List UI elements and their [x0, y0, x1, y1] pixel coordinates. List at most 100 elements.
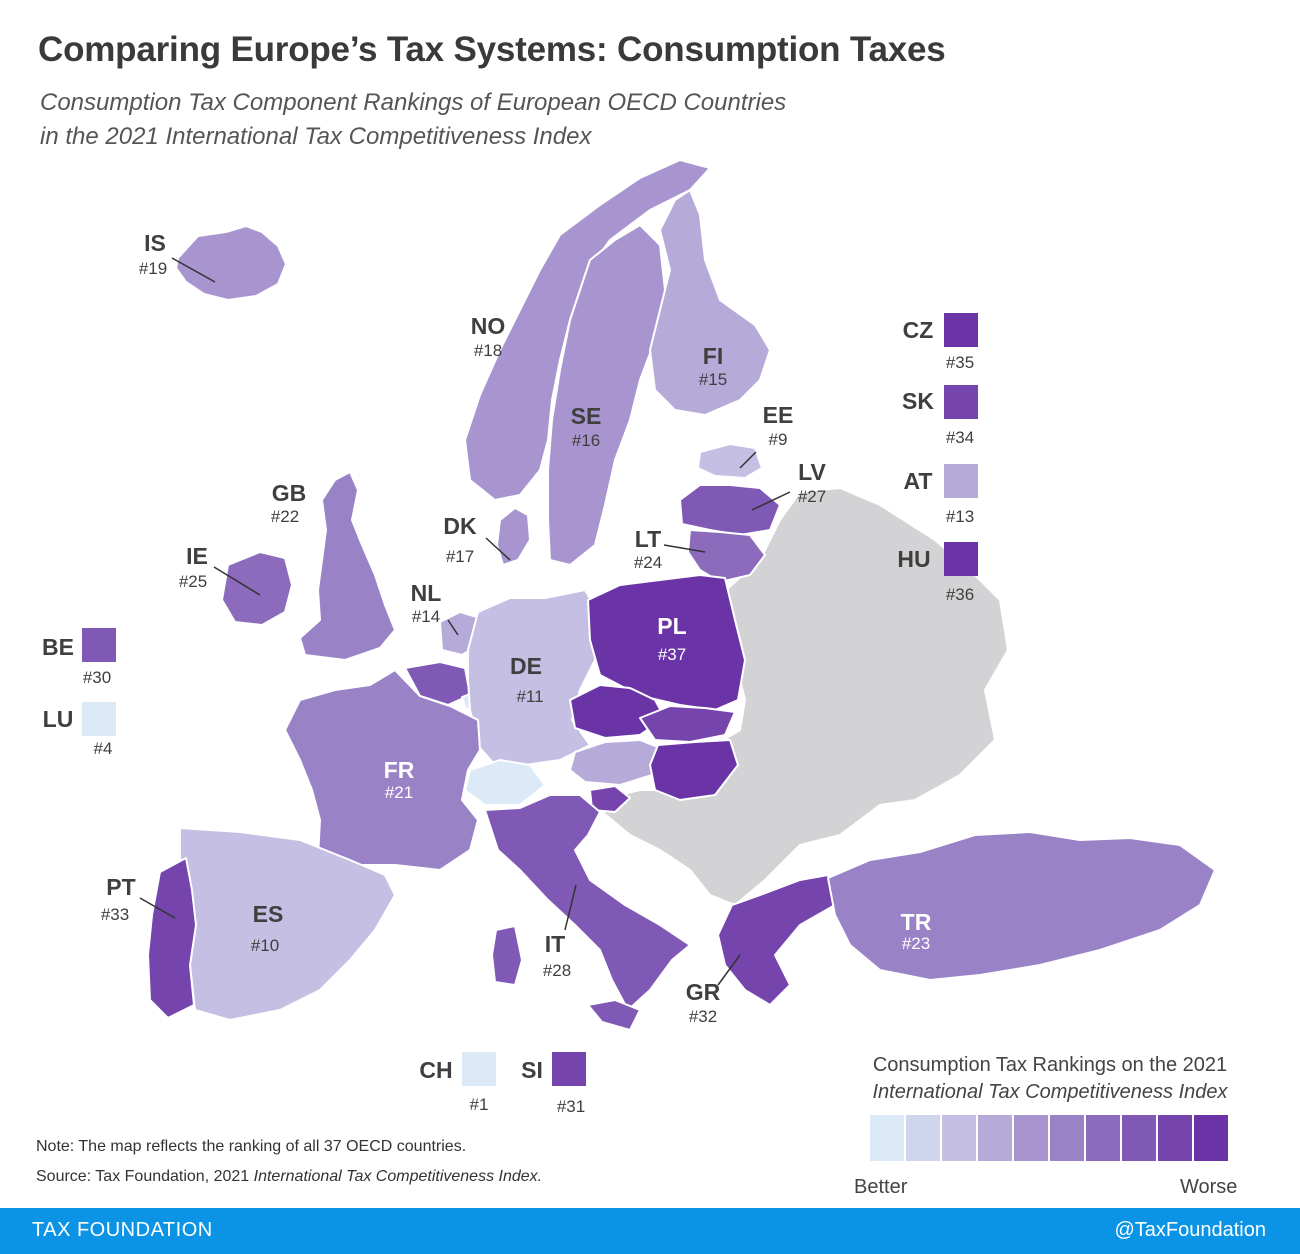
- callout-rank-at: #13: [946, 507, 974, 526]
- country-rank-ie: #25: [179, 572, 207, 591]
- callout-code-be: BE: [42, 634, 74, 660]
- callout-swatch-ch: [462, 1052, 496, 1086]
- country-sk: [639, 705, 736, 743]
- callout-rank-cz: #35: [946, 353, 974, 372]
- page-title: Comparing Europe’s Tax Systems: Consumpt…: [38, 30, 946, 69]
- country-code-pt: PT: [106, 874, 135, 900]
- country-it: [484, 794, 691, 1011]
- callout-swatch-hu: [944, 542, 978, 576]
- source-text: Source: Tax Foundation, 2021 Internation…: [36, 1168, 542, 1186]
- country-gr: [717, 874, 836, 1006]
- country-dk: [496, 507, 531, 566]
- callout-rank-sk: #34: [946, 428, 974, 447]
- country-rank-it: #28: [543, 961, 571, 980]
- leader-lt: [663, 544, 706, 553]
- subtitle-line-1: Consumption Tax Component Rankings of Eu…: [40, 89, 787, 116]
- legend-title-line-2: International Tax Competitiveness Index: [872, 1081, 1228, 1103]
- country-code-de: DE: [510, 653, 542, 679]
- country-rank-gr: #32: [689, 1007, 717, 1026]
- country-code-fr: FR: [384, 757, 415, 783]
- country-fi: [649, 189, 771, 416]
- country-rank-fr: #21: [385, 783, 413, 802]
- legend-swatch-6: [1050, 1115, 1084, 1161]
- callout-code-hu: HU: [897, 546, 930, 572]
- country-rank-is: #19: [139, 259, 167, 278]
- callout-rank-hu: #36: [946, 585, 974, 604]
- legend-worse-label: Worse: [1180, 1176, 1238, 1198]
- source-index-name: International Tax Competitiveness Index.: [253, 1168, 543, 1185]
- country-rank-dk: #17: [446, 547, 474, 566]
- country-rank-no: #18: [474, 341, 502, 360]
- country-rank-pt: #33: [101, 905, 129, 924]
- leader-it: [564, 884, 577, 931]
- leader-nl: [447, 619, 459, 636]
- callout-swatch-si: [552, 1052, 586, 1086]
- footer-bar: TAX FOUNDATION @TaxFoundation: [0, 1208, 1300, 1254]
- footer-handle: @TaxFoundation: [1114, 1219, 1266, 1241]
- country-rank-fi: #15: [699, 370, 727, 389]
- country-labels: IS #19 NO #18 FI#15 SE #16 EE #9 LV #27 LT#24 GB#22 D…: [101, 230, 932, 1026]
- country-rank-ee: #9: [769, 430, 788, 449]
- country-rank-de: #11: [516, 687, 543, 706]
- legend-title-line-1: Consumption Tax Rankings on the 2021: [872, 1054, 1228, 1076]
- country-ee: [697, 443, 763, 479]
- callout-rank-lu: #4: [94, 739, 113, 758]
- leader-is: [171, 257, 216, 283]
- legend-swatch-1: [870, 1115, 904, 1161]
- legend-swatch-9: [1158, 1115, 1192, 1161]
- callout-swatch-lu: [82, 702, 116, 736]
- country-rank-lv: #27: [798, 487, 826, 506]
- leader-lines: [139, 257, 791, 986]
- leader-gr: [717, 954, 741, 986]
- legend-swatch-2: [906, 1115, 940, 1161]
- callout-swatch-be: [82, 628, 116, 662]
- country-code-is: IS: [144, 230, 166, 256]
- country-code-no: NO: [471, 313, 506, 339]
- country-shapes: [147, 159, 1216, 1031]
- country-code-dk: DK: [443, 513, 477, 539]
- callout-code-at: AT: [904, 468, 933, 494]
- country-pt: [147, 857, 197, 1019]
- country-code-fi: FI: [703, 343, 723, 369]
- callout-code-sk: SK: [902, 388, 934, 414]
- country-no: [464, 159, 711, 501]
- legend-swatch-10: [1194, 1115, 1228, 1161]
- callout-swatches: CZ #35 SK #34 AT #13 HU #36 BE #30 LU #4 CH #1 SI #31: [42, 313, 978, 1116]
- page-subtitle: Consumption Tax Component Rankings of Eu…: [40, 86, 786, 154]
- callout-code-lu: LU: [43, 706, 74, 732]
- subtitle-line-2: in the 2021 International Tax Competitiv…: [40, 123, 592, 150]
- country-code-gb: GB: [272, 480, 307, 506]
- country-de: [467, 589, 601, 766]
- country-gb: [299, 471, 396, 661]
- leader-ee: [739, 451, 757, 469]
- legend-swatch-7: [1086, 1115, 1120, 1161]
- callout-code-si: SI: [521, 1057, 543, 1083]
- country-lv: [679, 484, 781, 536]
- country-rank-gb: #22: [271, 507, 299, 526]
- country-pl: [587, 574, 746, 711]
- leader-ie: [213, 566, 261, 596]
- legend-swatch-3: [942, 1115, 976, 1161]
- country-it-sicily: [587, 999, 641, 1031]
- country-code-it: IT: [545, 931, 565, 957]
- country-rank-tr: #23: [902, 934, 930, 953]
- callout-swatch-sk: [944, 385, 978, 419]
- country-code-ie: IE: [186, 543, 208, 569]
- legend-swatch-5: [1014, 1115, 1048, 1161]
- leader-pt: [139, 897, 176, 919]
- legend-title: Consumption Tax Rankings on the 2021 Int…: [830, 1052, 1270, 1106]
- callout-rank-si: #31: [557, 1097, 585, 1116]
- country-code-se: SE: [571, 403, 602, 429]
- country-is: [175, 225, 287, 301]
- callout-swatch-at: [944, 464, 978, 498]
- callout-rank-ch: #1: [470, 1095, 489, 1114]
- country-fr: [284, 669, 481, 871]
- country-ch: [464, 759, 546, 806]
- callout-swatch-cz: [944, 313, 978, 347]
- country-code-lt: LT: [635, 526, 661, 552]
- country-se: [547, 224, 666, 566]
- country-rank-lt: #24: [634, 553, 662, 572]
- country-code-ee: EE: [763, 402, 794, 428]
- country-code-es: ES: [253, 901, 284, 927]
